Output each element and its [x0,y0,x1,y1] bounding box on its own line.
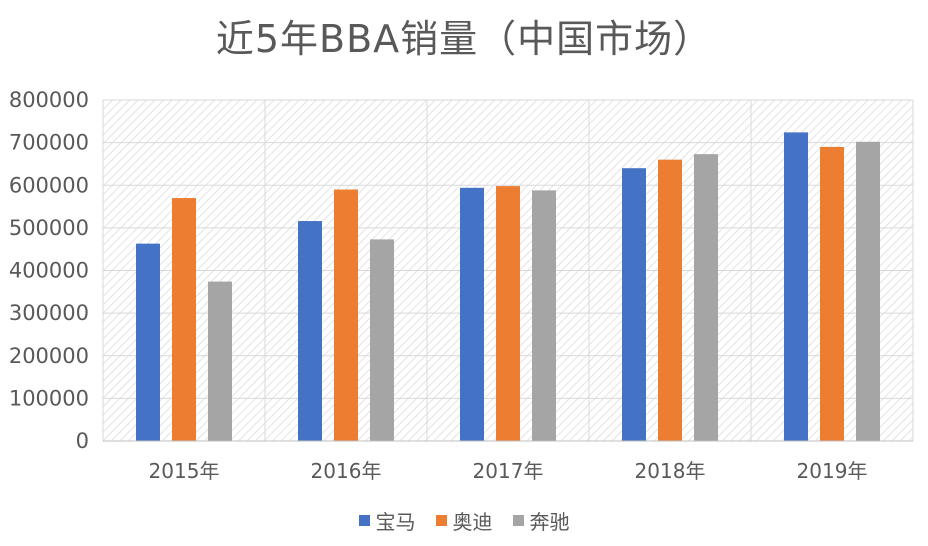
bar [694,154,718,442]
legend-label: 宝马 [375,510,416,534]
bar [784,132,808,441]
chart-title: 近5年BBA销量（中国市场） [215,17,713,61]
x-tick-label: 2019年 [797,459,868,483]
legend-label: 奥迪 [452,510,493,534]
y-tick-label: 300000 [9,301,89,325]
bar [532,190,556,441]
legend: 宝马 奥迪 奔驰 [0,506,928,535]
legend-item: 宝马 [358,506,416,535]
legend-swatch [512,515,524,526]
bar [496,186,520,441]
y-tick-label: 600000 [9,173,89,197]
x-tick-label: 2015年 [149,459,220,483]
bar [136,243,160,441]
legend-item: 奥迪 [435,506,493,535]
bar [658,159,682,442]
y-tick-label: 0 [76,429,89,453]
bar [334,189,358,441]
legend-label: 奔驰 [529,510,570,534]
legend-item: 奔驰 [512,506,570,535]
bar [370,239,394,441]
bar [208,281,232,441]
y-tick-label: 700000 [9,131,89,155]
legend-swatch [358,515,370,526]
x-tick-label: 2016年 [311,459,382,483]
y-tick-label: 200000 [9,344,89,368]
bar [172,198,196,441]
x-tick-label: 2017年 [473,459,544,483]
y-tick-label: 100000 [9,386,89,410]
legend-swatch [435,515,447,526]
bar [820,146,844,441]
x-tick-label: 2018年 [635,459,706,483]
bar [460,187,484,441]
bar [298,221,322,441]
y-tick-label: 400000 [9,259,89,283]
bar [856,141,880,441]
y-tick-label: 500000 [9,216,89,240]
y-tick-label: 800000 [9,88,89,112]
bar [622,168,646,441]
